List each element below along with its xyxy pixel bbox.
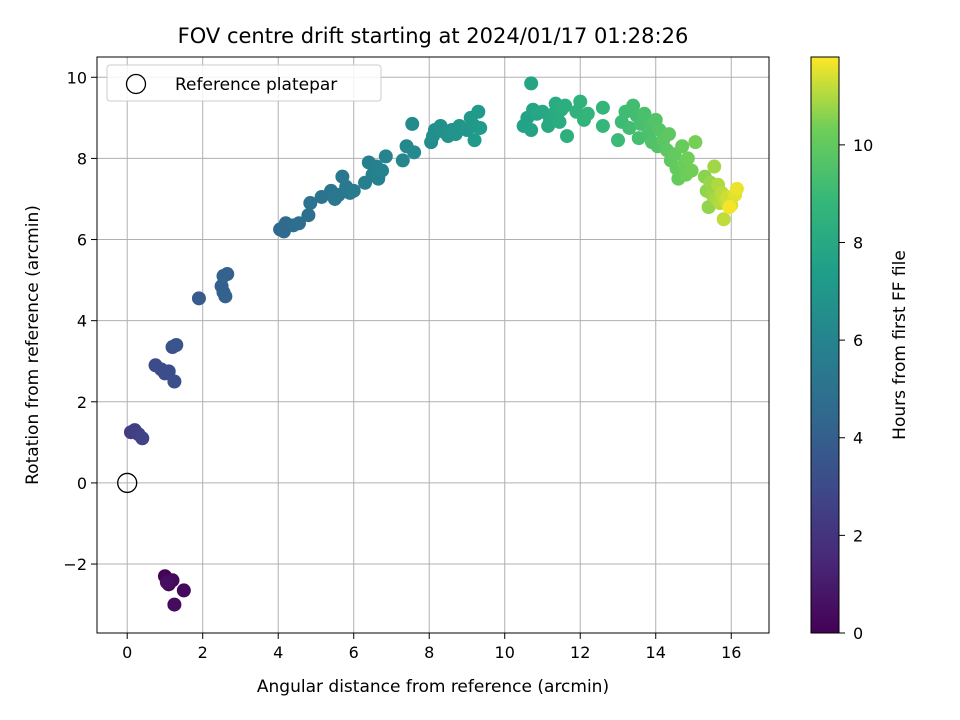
reference-marker [117, 472, 138, 494]
y-tick-label: 6 [77, 231, 87, 250]
reference-platepar-point [117, 472, 138, 494]
data-point [573, 94, 588, 109]
data-point [637, 106, 652, 121]
colorbar: 0 2 4 6 8 10 Hours from first FF file [810, 56, 910, 643]
x-tick-label: 0 [122, 643, 132, 662]
data-point [405, 116, 420, 131]
data-point [595, 100, 610, 115]
data-point [473, 120, 488, 135]
data-point [622, 120, 637, 135]
data-point [191, 291, 206, 306]
data-point [661, 127, 676, 142]
data-point [346, 183, 361, 198]
data-point [675, 139, 690, 154]
legend: Reference platepar [106, 64, 382, 102]
x-tick-label: 10 [495, 643, 515, 662]
chart-title: FOV centre drift starting at 2024/01/17 … [178, 24, 689, 48]
data-point [680, 151, 695, 166]
data-point [467, 133, 482, 148]
data-point [167, 597, 182, 612]
colorbar-tick-label: 4 [853, 429, 863, 448]
data-point [595, 118, 610, 133]
data-point [303, 196, 318, 211]
data-point [524, 76, 539, 91]
data-point [688, 135, 703, 150]
data-point [176, 583, 191, 598]
plot-area: 0 2 4 6 8 10 12 14 16 −2 0 2 4 6 8 10 [63, 56, 770, 662]
legend-label: Reference platepar [175, 75, 337, 95]
data-point [220, 267, 235, 282]
scatter-points [123, 76, 744, 612]
data-point [722, 200, 737, 215]
data-point [378, 149, 393, 164]
x-tick-label: 16 [721, 643, 741, 662]
data-point [169, 338, 184, 352]
data-point [375, 163, 390, 178]
legend-marker-icon [125, 73, 147, 95]
y-tick-label: 10 [67, 68, 87, 87]
x-axis-ticks: 0 2 4 6 8 10 12 14 16 [122, 633, 741, 662]
y-tick-label: 2 [77, 393, 87, 412]
data-point [218, 289, 233, 304]
colorbar-gradient [810, 56, 840, 634]
colorbar-tick-label: 0 [853, 624, 863, 643]
data-point [395, 153, 410, 168]
data-point [716, 212, 731, 227]
data-point [560, 129, 575, 144]
plot-frame [96, 56, 770, 634]
x-tick-label: 2 [198, 643, 208, 662]
colorbar-tick-label: 8 [853, 233, 863, 252]
x-tick-label: 14 [646, 643, 666, 662]
data-point [291, 216, 306, 231]
data-point [580, 106, 595, 121]
y-tick-label: 4 [77, 312, 87, 331]
data-point [471, 104, 486, 119]
colorbar-label: Hours from first FF file [890, 250, 910, 440]
data-point [407, 145, 422, 160]
grid [97, 57, 769, 633]
data-point [707, 159, 722, 174]
y-tick-label: 0 [77, 474, 87, 493]
x-axis-label: Angular distance from reference (arcmin) [257, 677, 609, 697]
y-axis-ticks: −2 0 2 4 6 8 10 [63, 68, 97, 574]
data-point [729, 181, 744, 196]
data-point [610, 133, 625, 148]
x-tick-label: 12 [570, 643, 590, 662]
data-point [524, 123, 539, 138]
colorbar-ticks: 0 2 4 6 8 10 [839, 136, 873, 643]
legend-box [106, 64, 382, 102]
colorbar-tick-label: 2 [853, 526, 863, 545]
data-point [159, 575, 174, 590]
y-axis-label: Rotation from reference (arcmin) [23, 205, 43, 485]
data-point [135, 431, 150, 446]
y-tick-label: 8 [77, 149, 87, 168]
x-tick-label: 4 [273, 643, 283, 662]
colorbar-tick-label: 6 [853, 331, 863, 350]
y-tick-label: −2 [63, 555, 87, 574]
x-tick-label: 6 [349, 643, 359, 662]
data-point [552, 114, 567, 129]
data-point [558, 98, 573, 113]
data-point [301, 208, 316, 223]
colorbar-tick-label: 10 [853, 136, 873, 155]
data-point [684, 163, 699, 178]
data-point [167, 374, 182, 389]
x-tick-label: 8 [424, 643, 434, 662]
